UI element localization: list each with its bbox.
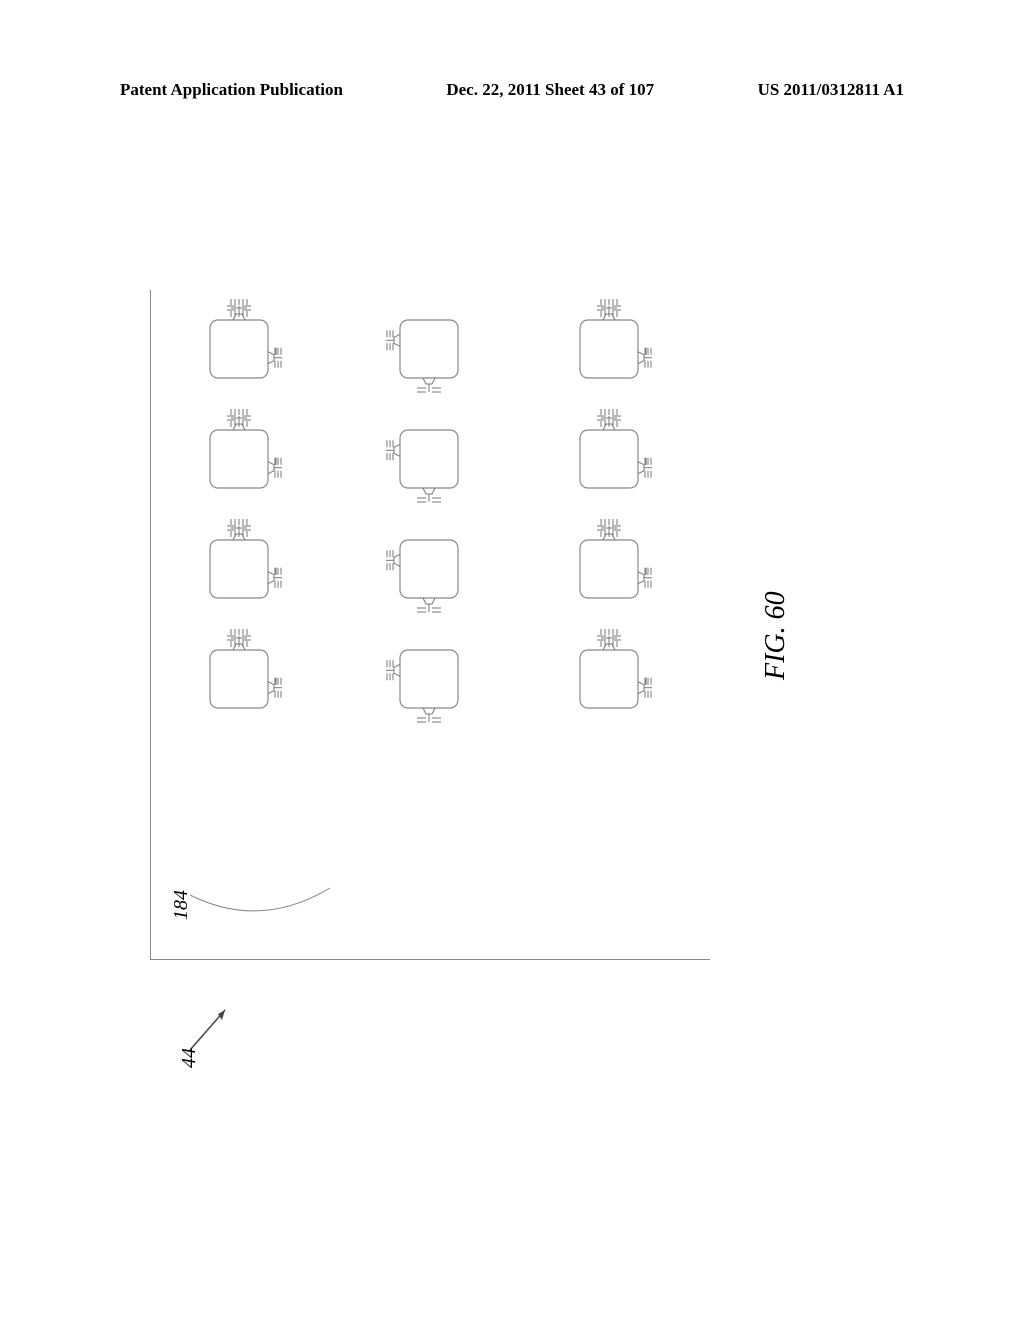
figure-label: FIG. 60 xyxy=(760,591,792,680)
header-center: Dec. 22, 2011 Sheet 43 of 107 xyxy=(446,80,654,100)
ref-44: 44 xyxy=(178,1048,201,1068)
figure-diagram xyxy=(150,280,710,960)
ref-184: 184 xyxy=(170,890,193,920)
leader-line-184 xyxy=(150,280,710,960)
page-header: Patent Application Publication Dec. 22, … xyxy=(0,80,1024,100)
header-right: US 2011/0312811 A1 xyxy=(758,80,904,100)
header-left: Patent Application Publication xyxy=(120,80,343,100)
